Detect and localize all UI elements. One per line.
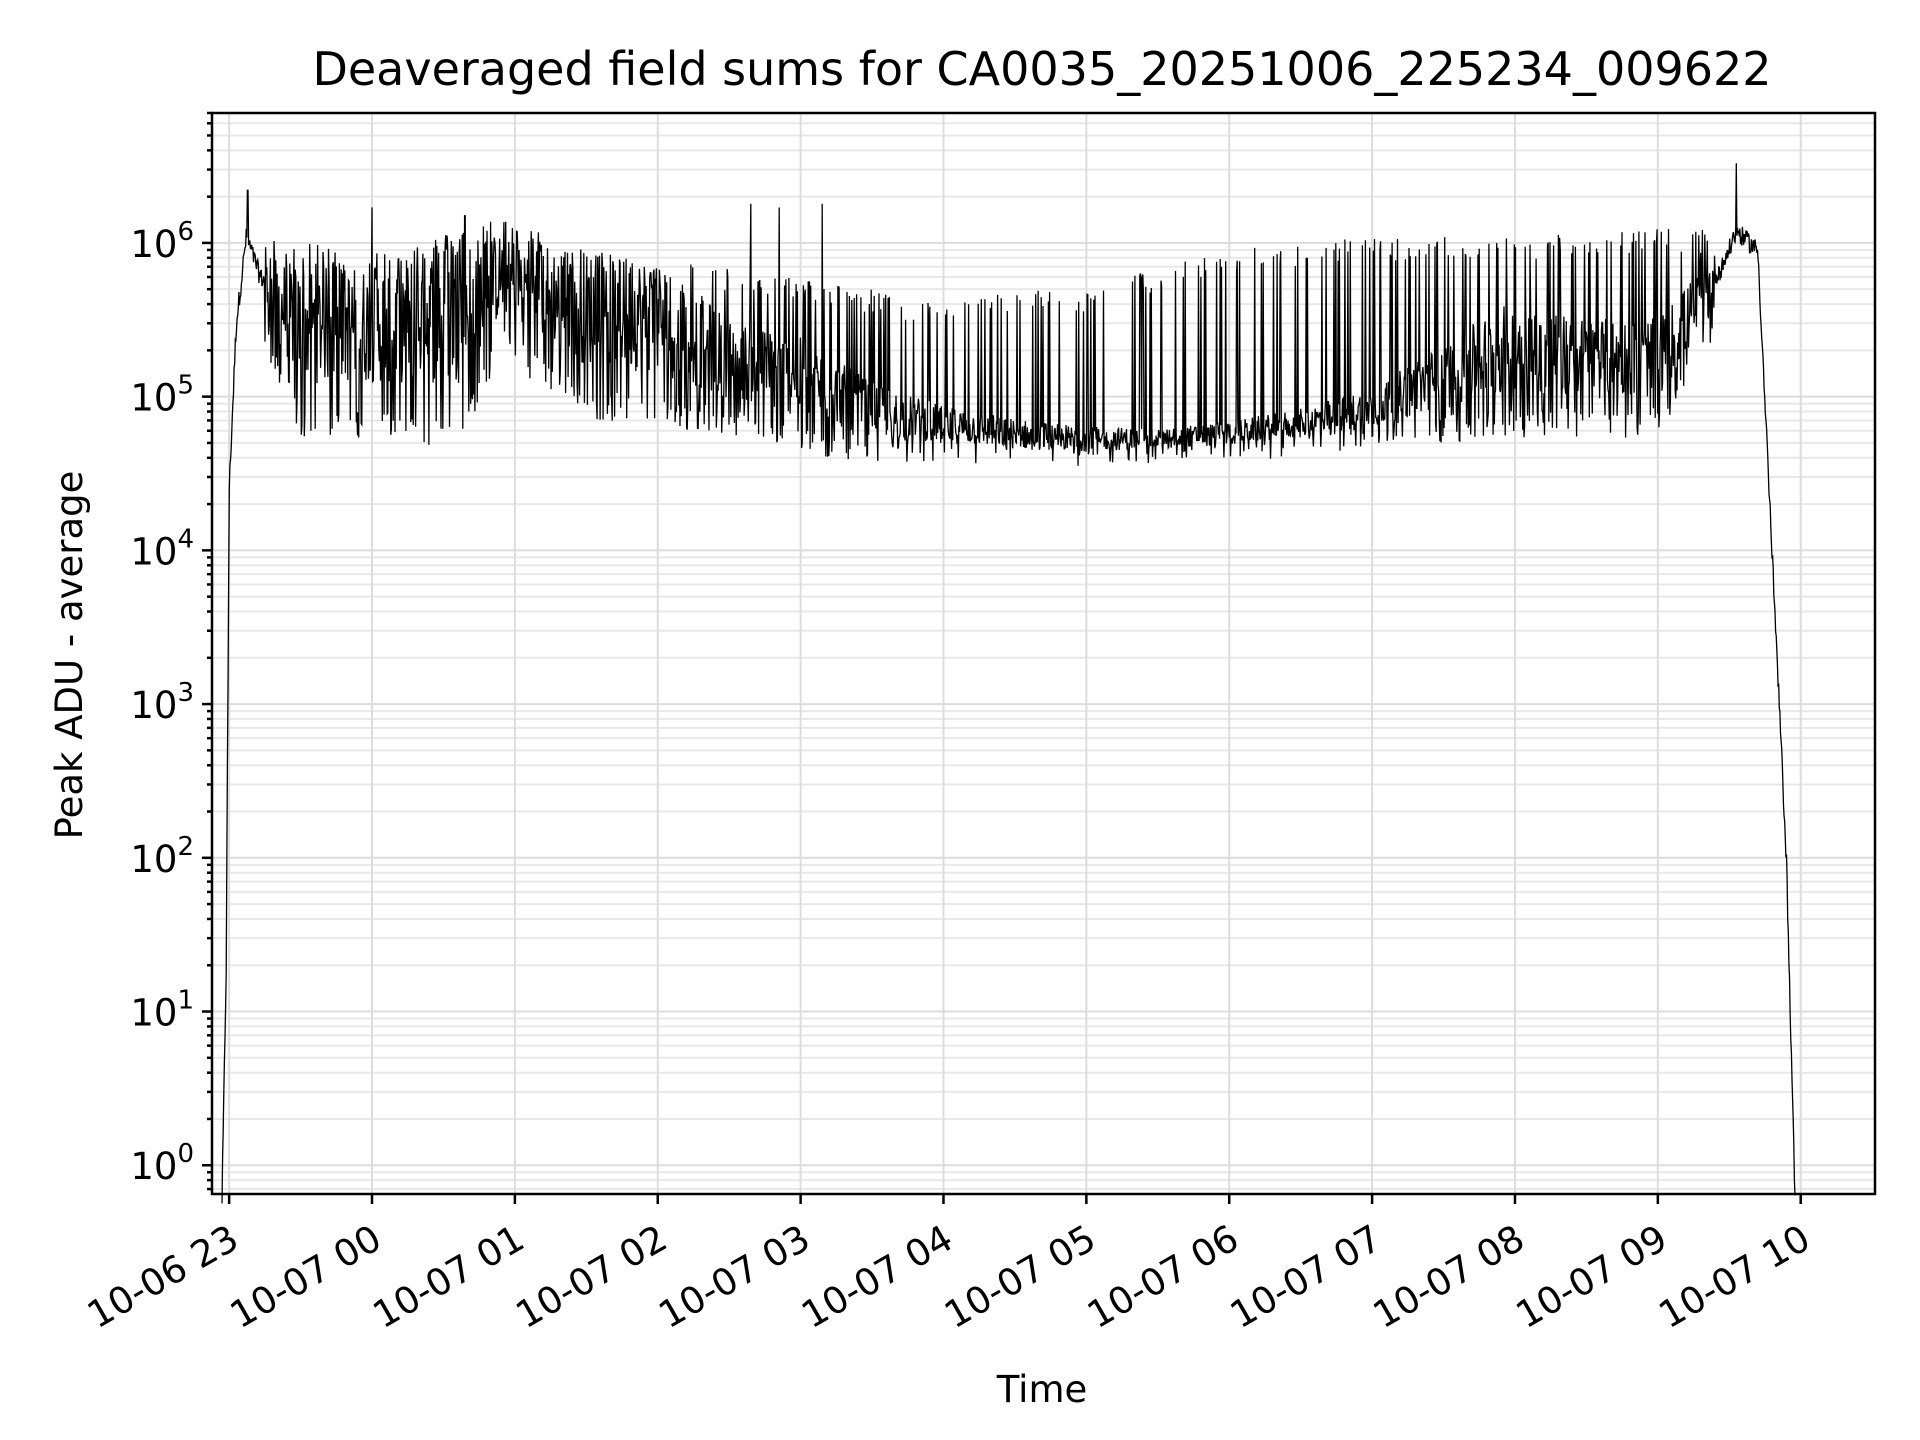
y-tick-label: 102: [130, 832, 194, 881]
y-tick-label: 100: [130, 1139, 194, 1188]
y-tick-label: 104: [130, 524, 194, 573]
series-layer: [221, 163, 1796, 1204]
y-tick-label: 101: [130, 986, 194, 1035]
axes-frame: [210, 111, 1877, 1196]
y-tick-label: 105: [130, 371, 194, 420]
chart-title: Deaveraged field sums for CA0035_2025100…: [312, 42, 1771, 96]
y-tick-label: 103: [130, 678, 194, 727]
series-line: [221, 163, 1796, 1204]
y-tick-label: 106: [130, 217, 194, 266]
x-axis-label: Time: [996, 1368, 1088, 1411]
grid: [212, 112, 1875, 1194]
y-axis-label: Peak ADU - average: [48, 471, 91, 840]
